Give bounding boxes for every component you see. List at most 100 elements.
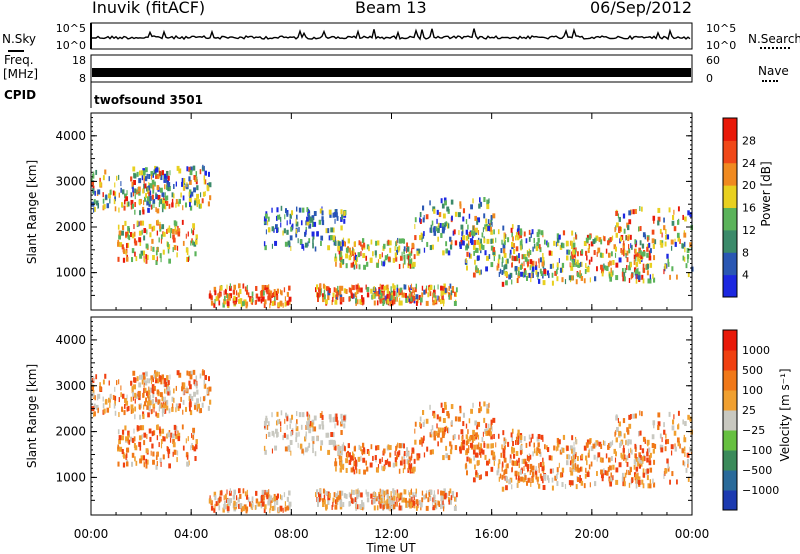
velocity-cell <box>487 423 490 429</box>
velocity-cell <box>182 399 185 405</box>
power-cell <box>454 291 456 297</box>
velocity-cell <box>185 438 187 444</box>
velocity-cell <box>239 503 242 509</box>
power-cell <box>328 288 331 294</box>
velocity-cell <box>668 411 671 417</box>
velocity-cell <box>415 505 418 511</box>
velocity-cell <box>352 466 355 472</box>
velocity-cell <box>657 412 661 418</box>
power-cell <box>311 215 315 221</box>
velocity-cell <box>255 498 259 504</box>
velocity-cell <box>102 403 105 409</box>
power-cell <box>408 285 410 291</box>
velocity-cell <box>653 482 656 488</box>
power-cell <box>219 288 221 294</box>
velocity-cell <box>477 460 480 466</box>
power-cell <box>160 234 163 240</box>
power-cell <box>185 233 187 239</box>
velocity-cell <box>641 456 645 462</box>
power-cell <box>362 253 366 259</box>
velocity-cell <box>516 482 518 488</box>
velocity-cell <box>646 451 649 457</box>
velocity-cell <box>120 435 124 441</box>
power-cell <box>307 215 310 221</box>
power-cell <box>155 250 158 256</box>
power-cell <box>187 231 189 237</box>
power-cell <box>508 274 511 280</box>
power-cell <box>165 200 169 206</box>
power-cell <box>278 214 281 220</box>
power-cell <box>312 234 315 240</box>
velocity-cell <box>312 443 314 449</box>
velocity-cell <box>393 495 396 501</box>
power-cell <box>246 284 248 290</box>
velocity-cell <box>403 453 405 459</box>
power-cell <box>172 247 174 253</box>
power-cell <box>425 300 429 306</box>
power-cell <box>641 243 645 249</box>
velocity-cell <box>355 502 358 508</box>
velocity-cell <box>633 464 636 470</box>
velocity-cell <box>608 465 612 471</box>
power-cell <box>128 235 131 241</box>
power-cell <box>569 262 571 268</box>
velocity-cell <box>664 468 667 474</box>
velocity-cell <box>335 499 337 505</box>
power-cell <box>133 224 135 230</box>
velocity-cell <box>157 399 161 405</box>
velocity-cell <box>562 447 565 453</box>
power-cell <box>460 224 464 230</box>
velocity-cell <box>127 405 130 411</box>
velocity-cell <box>517 471 520 477</box>
velocity-cell <box>677 424 680 430</box>
power-cell <box>413 290 415 296</box>
velocity-cell <box>639 410 641 416</box>
velocity-cell <box>637 458 640 464</box>
velocity-cell <box>188 380 191 386</box>
power-cell <box>147 207 150 213</box>
velocity-cell <box>419 423 422 429</box>
velocity-cell <box>398 505 402 511</box>
power-cell <box>465 219 468 225</box>
power-cell <box>641 274 644 280</box>
power-cell <box>324 299 328 305</box>
power-cell <box>659 239 662 245</box>
power-cell <box>414 235 417 241</box>
power-cell <box>342 258 345 264</box>
power-cell <box>383 299 386 305</box>
power-cell <box>274 224 278 230</box>
velocity-cell <box>189 393 192 399</box>
power-cell <box>339 251 342 257</box>
power-cell <box>306 220 310 226</box>
velocity-cell <box>454 416 458 422</box>
velocity-cell <box>118 379 120 385</box>
velocity-cell <box>670 444 674 450</box>
power-cell <box>409 290 412 296</box>
velocity-cell <box>433 435 437 441</box>
velocity-cell <box>469 442 473 448</box>
velocity-cell <box>518 435 520 441</box>
power-cell <box>472 244 476 250</box>
velocity-cell <box>283 492 286 498</box>
power-cell <box>181 181 184 187</box>
velocity-cell <box>187 436 189 442</box>
velocity-cell <box>447 455 451 461</box>
velocity-cell <box>337 450 340 456</box>
velocity-cell <box>311 426 314 432</box>
velocity-cell <box>278 418 281 424</box>
velocity-cell <box>524 461 527 467</box>
power-cell <box>193 241 197 247</box>
velocity-cell <box>208 386 212 392</box>
velocity-cell <box>255 504 258 510</box>
velocity-cell <box>347 443 350 449</box>
velocity-cell <box>648 483 652 489</box>
power-cell <box>622 243 625 249</box>
power-cell <box>689 212 693 218</box>
power-cell <box>323 289 326 295</box>
velocity-cell <box>653 459 656 465</box>
velocity-cell <box>614 457 617 463</box>
power-cell <box>436 218 438 224</box>
power-cell <box>280 290 283 296</box>
velocity-cell <box>190 396 194 402</box>
